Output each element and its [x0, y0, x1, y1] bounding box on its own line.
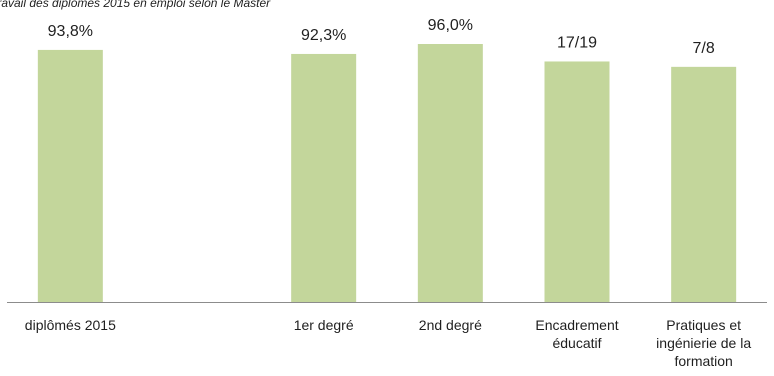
- chart-title: travail des diplômés 2015 en emploi selo…: [0, 0, 271, 10]
- data-label-3: 96,0%: [428, 17, 473, 34]
- bar-3: [417, 44, 483, 302]
- category-label-5: Pratiques et ingénierie de la formation: [656, 317, 751, 369]
- category-labels-group: diplômés 2015 1er degré 2nd degré Encadreme…: [25, 317, 752, 369]
- category-label-4: Encadrement éducatif: [535, 317, 618, 351]
- category-label-0: diplômés 2015: [25, 317, 116, 333]
- data-label-0: 93,8%: [48, 23, 93, 40]
- value-labels-group: 93,8% 92,3% 96,0% 17/19 7/8: [48, 17, 715, 57]
- bars-group: [37, 44, 737, 302]
- bar-0: [37, 49, 103, 302]
- data-label-4: 17/19: [557, 34, 597, 51]
- bar-2: [291, 53, 357, 302]
- data-label-5: 7/8: [693, 40, 715, 57]
- bar-5: [671, 66, 737, 302]
- category-label-3: 2nd degré: [419, 317, 482, 333]
- category-label-2: 1er degré: [294, 317, 354, 333]
- data-label-2: 92,3%: [301, 27, 346, 44]
- bar-4: [544, 61, 610, 302]
